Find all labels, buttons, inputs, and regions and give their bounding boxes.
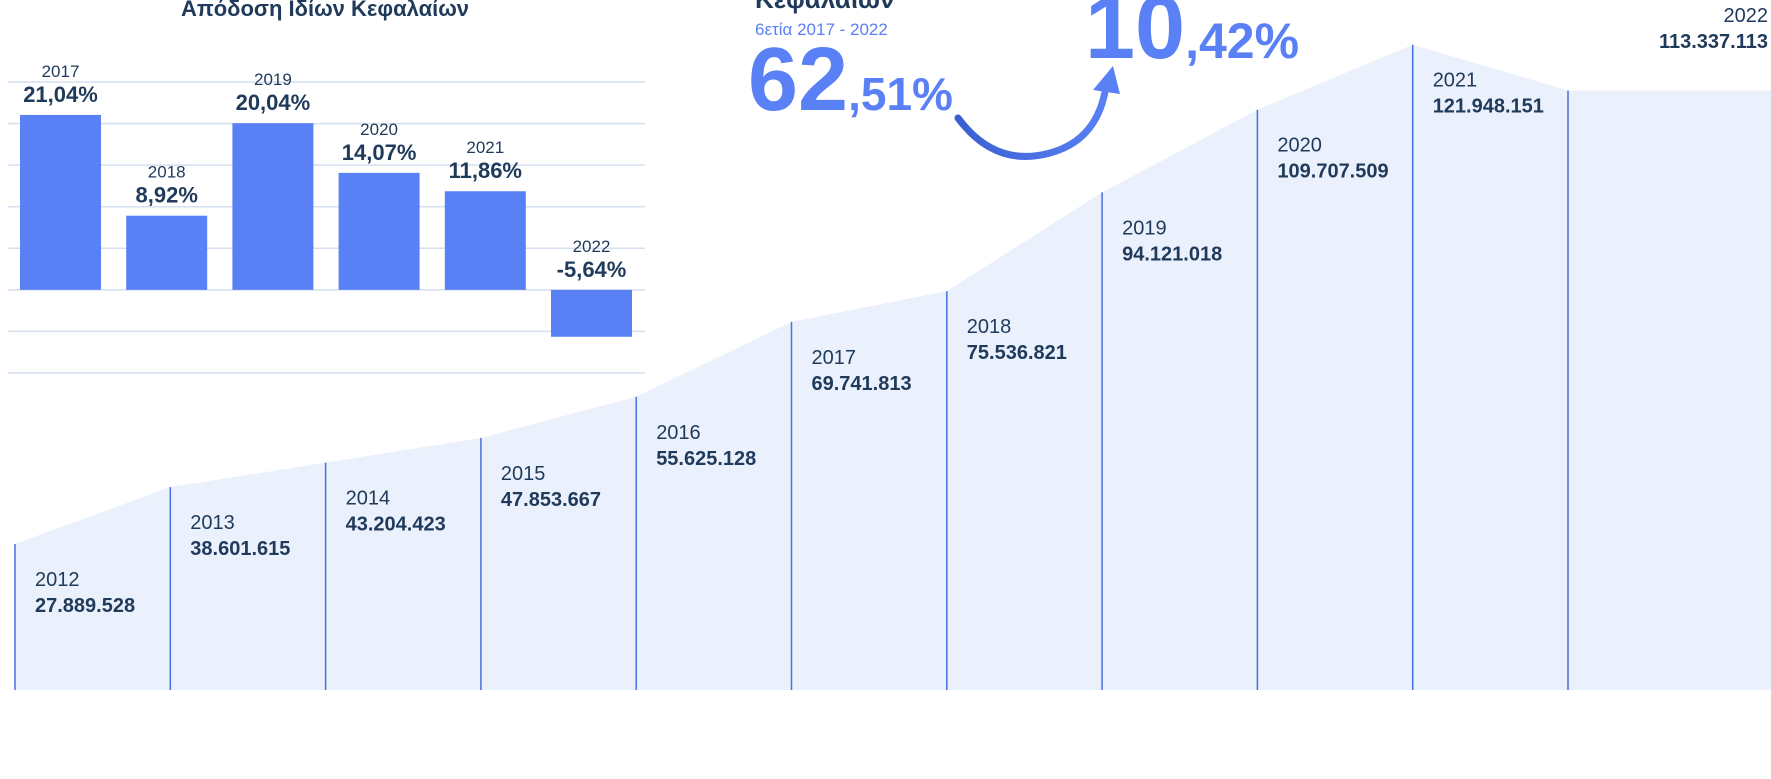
area-value: 43.204.423 xyxy=(346,514,446,536)
bar-title: Απόδοση Ιδίων Κεφαλαίων xyxy=(181,0,469,21)
area-value: 27.889.528 xyxy=(35,595,135,617)
area-year: 2022 xyxy=(1724,5,1769,27)
equity-chart: 2012 27.889.528 2013 38.601.615 2014 43.204.4… xyxy=(14,5,1771,690)
area-value: 94.121.018 xyxy=(1122,243,1222,265)
bar xyxy=(338,172,420,290)
area-value: 69.741.813 xyxy=(812,373,912,395)
bar-year: 2018 xyxy=(148,163,186,182)
bar xyxy=(20,114,101,290)
annual-integer: 10 xyxy=(1085,0,1185,78)
annual-return: 10,42% xyxy=(1085,0,1299,78)
bar-value: 8,92% xyxy=(136,183,198,208)
total-fraction: ,51% xyxy=(848,68,953,120)
bar-value: 14,07% xyxy=(342,140,417,165)
bar-year: 2019 xyxy=(254,70,292,89)
bar-value: -5,64% xyxy=(557,257,627,282)
area-year: 2015 xyxy=(501,463,546,485)
highlight-title: Κεφαλαίων xyxy=(755,0,894,14)
bar-year: 2017 xyxy=(42,62,80,81)
total-return: 62,51% xyxy=(748,30,953,130)
bar-year: 2022 xyxy=(573,237,611,256)
area-value: 75.536.821 xyxy=(967,342,1067,364)
bar xyxy=(551,289,632,337)
bar-value: 21,04% xyxy=(23,82,98,107)
area-year: 2016 xyxy=(656,422,701,444)
area-value: 47.853.667 xyxy=(501,489,601,511)
area-year: 2012 xyxy=(35,569,80,591)
area-year: 2017 xyxy=(812,347,857,369)
bar-value: 11,86% xyxy=(449,158,522,183)
bar xyxy=(232,123,314,290)
bar xyxy=(444,191,526,290)
area-value: 109.707.509 xyxy=(1277,161,1388,183)
bar-year: 2020 xyxy=(360,120,398,139)
area-value: 121.948.151 xyxy=(1433,96,1544,118)
area-year: 2019 xyxy=(1122,217,1167,239)
bar xyxy=(126,215,208,290)
area-value: 55.625.128 xyxy=(656,448,756,470)
area-year: 2013 xyxy=(190,512,235,534)
total-integer: 62 xyxy=(748,30,848,130)
bar-year: 2021 xyxy=(466,138,504,157)
bar-value: 20,04% xyxy=(236,90,311,115)
annual-fraction: ,42% xyxy=(1185,13,1299,69)
highlight-period: 6ετία 2017 - 2022 xyxy=(755,20,888,39)
area-year: 2018 xyxy=(967,316,1012,338)
area-value: 113.337.113 xyxy=(1659,31,1768,53)
area-value: 38.601.615 xyxy=(190,538,290,560)
area-year: 2021 xyxy=(1433,70,1478,92)
area xyxy=(15,44,1771,690)
arrow-head xyxy=(1093,66,1120,94)
area-year: 2014 xyxy=(346,488,391,510)
area-year: 2020 xyxy=(1277,135,1322,157)
arrow xyxy=(954,82,1110,160)
